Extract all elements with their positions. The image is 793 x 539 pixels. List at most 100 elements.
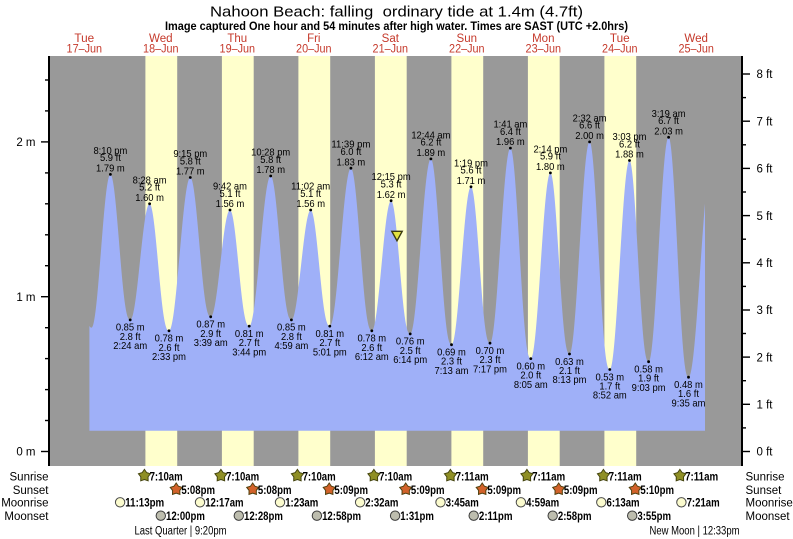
svg-text:11:02 am: 11:02 am <box>291 182 330 193</box>
svg-text:12:15 pm: 12:15 pm <box>372 172 411 183</box>
svg-text:7:17 pm: 7:17 pm <box>473 364 507 375</box>
svg-text:5.6 ft: 5.6 ft <box>461 166 482 177</box>
svg-text:8:10 pm: 8:10 pm <box>93 146 127 157</box>
svg-text:2.3 ft: 2.3 ft <box>441 357 462 368</box>
svg-text:4:59am: 4:59am <box>526 496 559 510</box>
svg-text:1.71 m: 1.71 m <box>457 176 486 187</box>
svg-text:1.78 m: 1.78 m <box>256 165 285 176</box>
svg-text:8 ft: 8 ft <box>757 69 774 81</box>
svg-text:1.96 m: 1.96 m <box>496 137 525 148</box>
svg-text:Moonrise: Moonrise <box>1 498 48 510</box>
svg-text:7:11am: 7:11am <box>456 470 489 484</box>
svg-text:6 ft: 6 ft <box>757 164 774 176</box>
svg-text:0 ft: 0 ft <box>757 447 774 459</box>
svg-text:8:13 pm: 8:13 pm <box>553 375 587 386</box>
svg-text:7 ft: 7 ft <box>757 116 774 128</box>
svg-text:25–Jun: 25–Jun <box>678 43 714 55</box>
svg-text:Nahoon Beach: falling ordinar: Nahoon Beach: falling ordinary tide at 1… <box>210 4 583 21</box>
svg-text:7:13 am: 7:13 am <box>435 366 469 377</box>
svg-text:5 ft: 5 ft <box>757 211 774 223</box>
svg-text:1.6 ft: 1.6 ft <box>678 389 699 400</box>
svg-text:2.8 ft: 2.8 ft <box>120 332 141 343</box>
svg-text:Mon: Mon <box>532 33 554 45</box>
svg-text:2.3 ft: 2.3 ft <box>480 355 501 366</box>
svg-text:0.78 m: 0.78 m <box>357 334 386 345</box>
svg-text:22–Jun: 22–Jun <box>449 43 485 55</box>
svg-text:7:10am: 7:10am <box>379 470 412 484</box>
svg-text:24–Jun: 24–Jun <box>602 43 638 55</box>
svg-text:2.7 ft: 2.7 ft <box>319 338 340 349</box>
svg-text:0.85 m: 0.85 m <box>277 323 306 334</box>
svg-text:Moonset: Moonset <box>746 511 791 523</box>
svg-text:Thu: Thu <box>227 33 247 45</box>
svg-text:1.77 m: 1.77 m <box>176 167 205 178</box>
svg-text:5.1 ft: 5.1 ft <box>220 189 241 200</box>
svg-text:2.03 m: 2.03 m <box>654 126 683 137</box>
svg-text:5:09pm: 5:09pm <box>411 483 445 497</box>
svg-text:7:21am: 7:21am <box>687 496 720 510</box>
svg-text:Sunrise: Sunrise <box>746 472 785 484</box>
svg-text:0.53 m: 0.53 m <box>595 372 624 383</box>
svg-text:7:10am: 7:10am <box>150 470 183 484</box>
svg-text:6:12 am: 6:12 am <box>355 352 389 363</box>
svg-text:2:32am: 2:32am <box>365 496 398 510</box>
svg-text:2.7 ft: 2.7 ft <box>239 338 260 349</box>
svg-text:2:58pm: 2:58pm <box>558 509 592 523</box>
svg-text:6.2 ft: 6.2 ft <box>420 138 441 149</box>
svg-text:0.58 m: 0.58 m <box>634 365 663 376</box>
svg-text:12:44 am: 12:44 am <box>411 130 450 141</box>
svg-text:17–Jun: 17–Jun <box>67 43 103 55</box>
svg-text:8:28 am: 8:28 am <box>133 175 167 186</box>
svg-text:1.62 m: 1.62 m <box>377 190 406 201</box>
svg-text:4 ft: 4 ft <box>757 258 774 270</box>
svg-text:Image captured One hour and 54: Image captured One hour and 54 minutes a… <box>165 19 628 33</box>
svg-text:0.76 m: 0.76 m <box>396 337 425 348</box>
svg-text:2 ft: 2 ft <box>757 352 774 364</box>
svg-text:10:28 pm: 10:28 pm <box>251 148 290 159</box>
svg-text:6.7 ft: 6.7 ft <box>658 116 679 127</box>
svg-text:11:13pm: 11:13pm <box>125 496 164 510</box>
svg-text:6.2 ft: 6.2 ft <box>619 139 640 150</box>
svg-text:1:23am: 1:23am <box>285 496 318 510</box>
svg-text:5.2 ft: 5.2 ft <box>139 183 160 194</box>
svg-text:2:33 pm: 2:33 pm <box>152 352 186 363</box>
svg-text:6.0 ft: 6.0 ft <box>340 147 361 158</box>
svg-text:7:11am: 7:11am <box>532 470 565 484</box>
svg-text:Tue: Tue <box>74 33 94 45</box>
svg-text:9:03 pm: 9:03 pm <box>632 383 666 394</box>
svg-text:1.60 m: 1.60 m <box>135 193 164 204</box>
svg-text:8:05 am: 8:05 am <box>514 380 548 391</box>
svg-text:2:14 pm: 2:14 pm <box>533 144 567 155</box>
svg-text:2.5 ft: 2.5 ft <box>400 346 421 357</box>
svg-text:2.1 ft: 2.1 ft <box>559 366 580 377</box>
svg-text:9:42 am: 9:42 am <box>213 182 247 193</box>
svg-text:1 m: 1 m <box>16 292 35 304</box>
svg-text:7:11am: 7:11am <box>685 470 718 484</box>
svg-text:7:10am: 7:10am <box>226 470 259 484</box>
svg-text:5:09pm: 5:09pm <box>564 483 598 497</box>
svg-text:1.79 m: 1.79 m <box>96 164 125 175</box>
svg-text:19–Jun: 19–Jun <box>220 43 256 55</box>
svg-text:1 ft: 1 ft <box>757 400 774 412</box>
svg-text:0.81 m: 0.81 m <box>235 329 264 340</box>
svg-text:2.8 ft: 2.8 ft <box>281 332 302 343</box>
svg-text:2:24 am: 2:24 am <box>113 341 147 352</box>
svg-text:0.87 m: 0.87 m <box>196 320 225 331</box>
svg-text:8:52 am: 8:52 am <box>593 391 627 402</box>
svg-text:3:19 am: 3:19 am <box>652 109 686 120</box>
svg-text:18–Jun: 18–Jun <box>143 43 179 55</box>
svg-text:2:32 am: 2:32 am <box>573 113 607 124</box>
svg-text:5.1 ft: 5.1 ft <box>300 189 321 200</box>
svg-text:7:11am: 7:11am <box>609 470 642 484</box>
svg-text:5.8 ft: 5.8 ft <box>260 155 281 166</box>
svg-text:1:41 am: 1:41 am <box>493 120 527 131</box>
svg-text:0 m: 0 m <box>16 447 35 459</box>
svg-text:5:08pm: 5:08pm <box>181 483 215 497</box>
svg-text:9:35 am: 9:35 am <box>672 398 706 409</box>
svg-text:5:08pm: 5:08pm <box>258 483 292 497</box>
svg-text:12:28pm: 12:28pm <box>244 509 283 523</box>
svg-text:0.48 m: 0.48 m <box>674 380 703 391</box>
svg-text:5.9 ft: 5.9 ft <box>100 153 121 164</box>
svg-text:1:19 pm: 1:19 pm <box>454 158 488 169</box>
svg-text:12:58pm: 12:58pm <box>322 509 361 523</box>
